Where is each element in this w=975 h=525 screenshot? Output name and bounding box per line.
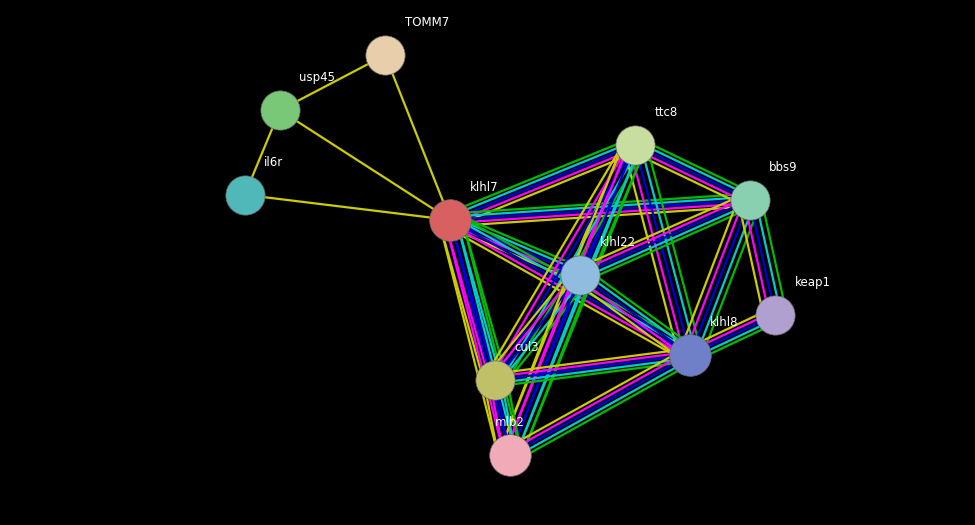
Point [502, 451, 518, 459]
Text: cul3: cul3 [515, 341, 539, 354]
Point [488, 376, 503, 384]
Text: klhl22: klhl22 [600, 236, 636, 249]
Text: TOMM7: TOMM7 [405, 16, 449, 29]
Point [627, 141, 643, 149]
Point [742, 196, 758, 204]
Text: il6r: il6r [264, 155, 284, 169]
Point [237, 191, 253, 199]
Point [443, 216, 458, 224]
Point [572, 271, 588, 279]
Text: mlb2: mlb2 [495, 416, 525, 429]
Point [682, 351, 698, 359]
Text: usp45: usp45 [299, 71, 335, 84]
Point [767, 311, 783, 319]
Text: klhl7: klhl7 [470, 181, 498, 194]
Point [377, 51, 393, 59]
Text: bbs9: bbs9 [769, 161, 798, 174]
Point [272, 106, 288, 114]
Text: klhl8: klhl8 [710, 316, 738, 329]
Text: keap1: keap1 [795, 276, 831, 289]
Text: ttc8: ttc8 [654, 106, 678, 119]
